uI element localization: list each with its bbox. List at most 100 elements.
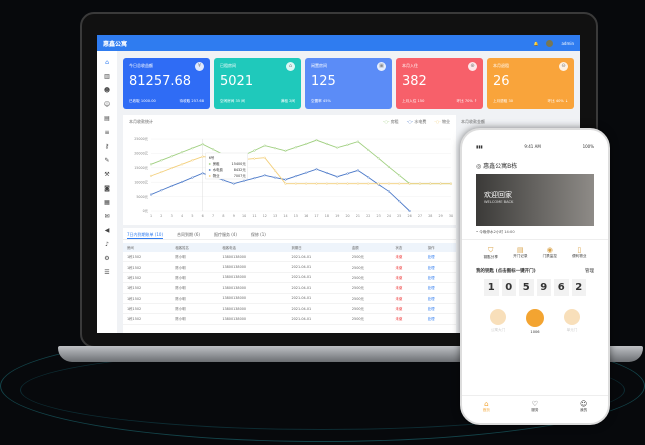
data-point[interactable]: [325, 171, 328, 175]
data-point[interactable]: [294, 175, 297, 178]
data-point[interactable]: [367, 176, 370, 179]
data-point[interactable]: [232, 182, 235, 185]
data-point[interactable]: [180, 151, 184, 154]
data-point[interactable]: [170, 184, 173, 187]
data-point[interactable]: [170, 155, 173, 158]
quick-action[interactable]: ◉ 门禁监控: [543, 246, 557, 260]
data-point[interactable]: [439, 182, 442, 185]
door-button[interactable]: 公寓大门: [490, 309, 506, 334]
table-tab[interactable]: 合同到期 (6): [177, 232, 200, 237]
tab-item[interactable]: ⌂ 首页: [483, 400, 490, 413]
data-point[interactable]: [274, 147, 277, 150]
door-button[interactable]: 单元门: [564, 309, 580, 334]
data-point[interactable]: [356, 169, 359, 172]
data-point[interactable]: [429, 182, 432, 185]
data-point[interactable]: [398, 174, 401, 177]
data-point[interactable]: [180, 163, 184, 166]
home-icon[interactable]: ⌂: [105, 59, 109, 66]
column-header[interactable]: 到期日: [287, 243, 348, 252]
column-header[interactable]: 金额: [347, 243, 392, 252]
data-point[interactable]: [294, 146, 297, 149]
column-header[interactable]: 状态: [391, 243, 424, 252]
data-point[interactable]: [160, 189, 163, 192]
notice[interactable]: • 今晚停水2小时 14:00: [462, 226, 608, 240]
data-point[interactable]: [356, 140, 359, 143]
data-point[interactable]: [305, 182, 308, 185]
lock-icon[interactable]: ◙: [104, 185, 110, 192]
data-point[interactable]: [201, 143, 204, 146]
data-point[interactable]: [243, 179, 246, 182]
table-cell[interactable]: 处理: [423, 272, 456, 284]
data-point[interactable]: [212, 148, 215, 151]
legend-item[interactable]: -○- 水电费: [407, 119, 427, 125]
stat-card[interactable]: 今日总收益额 81257.68 ¥ 已收取 1000.00 待收取 257.68: [123, 58, 210, 109]
data-point[interactable]: [201, 172, 204, 175]
data-point[interactable]: [346, 143, 349, 146]
stat-card[interactable]: 已租房间 5021 ⌂ 空闲房间 35 间 满租 2间: [214, 58, 301, 109]
menu-icon[interactable]: ☰: [104, 269, 110, 276]
stat-card[interactable]: 本月入住 382 ⊕ 上月入住 150 环比 70% ↑: [396, 58, 483, 109]
data-point[interactable]: [325, 142, 328, 145]
data-point[interactable]: [222, 179, 225, 182]
data-point[interactable]: [387, 165, 390, 168]
data-point[interactable]: [274, 169, 277, 172]
data-point[interactable]: [284, 178, 287, 181]
data-point[interactable]: [356, 182, 359, 185]
data-point[interactable]: [294, 182, 297, 185]
data-point[interactable]: [367, 148, 370, 151]
column-header[interactable]: 房间: [123, 243, 172, 252]
data-point[interactable]: [191, 159, 194, 162]
data-point[interactable]: [160, 171, 163, 174]
user-name[interactable]: admin: [561, 40, 574, 46]
data-point[interactable]: [387, 182, 390, 185]
table-cell[interactable]: 处理: [423, 252, 456, 263]
quick-action[interactable]: ▤ 开门记录: [513, 246, 527, 260]
data-point[interactable]: [336, 175, 339, 178]
data-point[interactable]: [449, 182, 453, 185]
data-point[interactable]: [336, 146, 339, 149]
data-point[interactable]: [160, 159, 163, 162]
data-point[interactable]: [253, 177, 256, 180]
data-point[interactable]: [149, 163, 153, 166]
repair-icon[interactable]: ✎: [104, 157, 110, 164]
data-point[interactable]: [398, 182, 401, 185]
table-cell[interactable]: 处理: [423, 313, 456, 325]
users-icon[interactable]: ☻: [103, 87, 111, 94]
data-point[interactable]: [253, 149, 256, 152]
data-point[interactable]: [418, 182, 422, 185]
quick-action[interactable]: ⛉ 钥匙分享: [484, 246, 498, 260]
data-point[interactable]: [377, 157, 380, 160]
data-point[interactable]: [149, 193, 153, 196]
data-point[interactable]: [191, 147, 194, 150]
data-point[interactable]: [305, 171, 308, 174]
data-point[interactable]: [387, 190, 390, 193]
data-point[interactable]: [263, 144, 266, 147]
notification-icon[interactable]: 🔔: [533, 40, 539, 46]
chart-icon[interactable]: ▦: [104, 199, 110, 206]
data-point[interactable]: [284, 149, 287, 152]
table-cell[interactable]: 处理: [423, 303, 456, 315]
data-point[interactable]: [170, 167, 173, 170]
bill-icon[interactable]: ▤: [104, 115, 110, 122]
legend-item[interactable]: -○- 房租: [383, 119, 399, 125]
column-header[interactable]: 租客电话: [218, 243, 288, 252]
table-tab[interactable]: 保修 (1): [250, 232, 266, 237]
stat-card[interactable]: 本月退租 26 ⊖ 上月退租 30 环比 40% ↓: [487, 58, 574, 109]
data-point[interactable]: [408, 182, 411, 185]
legend-item[interactable]: -○- 物业: [434, 119, 450, 125]
data-point[interactable]: [315, 168, 318, 171]
data-point[interactable]: [274, 176, 277, 179]
building-icon[interactable]: ▥: [104, 73, 110, 80]
settings-icon[interactable]: ⚙: [104, 255, 110, 262]
data-point[interactable]: [315, 182, 318, 185]
door-button[interactable]: 1006: [526, 309, 544, 334]
data-point[interactable]: [149, 174, 153, 177]
data-point[interactable]: [325, 182, 328, 185]
column-header[interactable]: 操作: [423, 243, 456, 252]
data-point[interactable]: [346, 182, 349, 185]
data-point[interactable]: [408, 209, 411, 213]
location[interactable]: ◎ 惠鑫公寓B栋: [462, 149, 608, 174]
data-point[interactable]: [191, 176, 194, 179]
key-icon[interactable]: ⚷: [104, 143, 110, 150]
column-header[interactable]: 租客姓名: [171, 243, 219, 252]
